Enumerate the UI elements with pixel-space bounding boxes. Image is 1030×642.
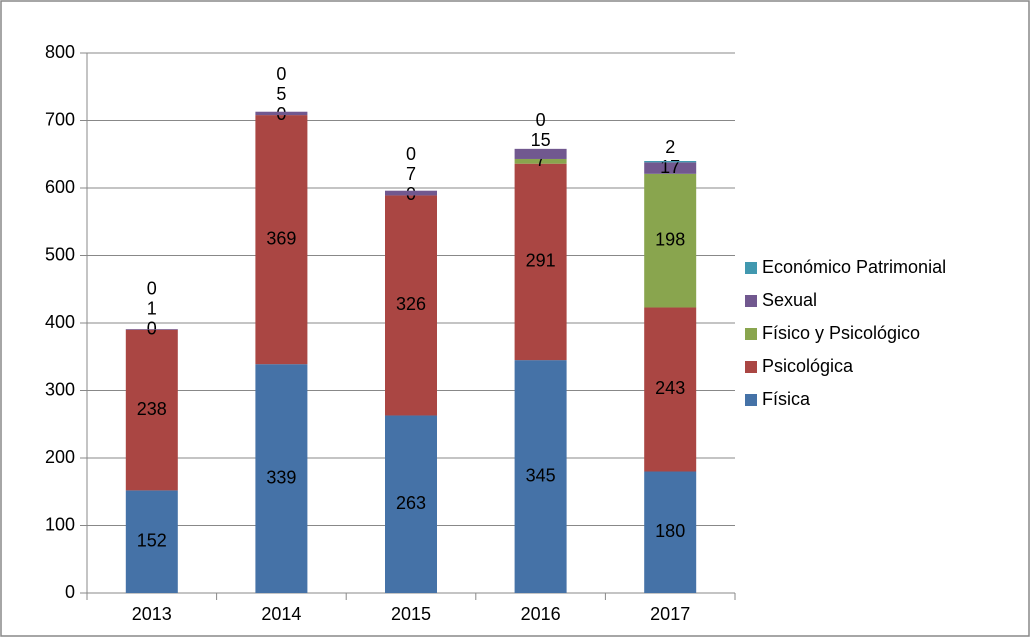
data-label: 0	[147, 279, 157, 299]
data-label: 152	[137, 530, 167, 550]
data-label: 17	[660, 157, 680, 177]
legend-label: Físico y Psicológico	[762, 323, 920, 343]
y-tick-label: 0	[65, 582, 75, 602]
legend-swatch	[745, 394, 757, 406]
legend-swatch	[745, 262, 757, 274]
data-label: 345	[526, 465, 556, 485]
legend-swatch	[745, 328, 757, 340]
data-label: 238	[137, 399, 167, 419]
bar-segment	[255, 364, 308, 593]
bar-segment	[385, 415, 437, 593]
y-tick-label: 600	[45, 177, 75, 197]
y-tick-label: 400	[45, 312, 75, 332]
data-label: 7	[536, 150, 546, 170]
bar-segment	[255, 115, 308, 365]
bar-segment	[514, 148, 567, 159]
bar-segment	[644, 173, 697, 308]
x-tick-label: 2016	[521, 604, 561, 624]
data-label: 0	[536, 110, 546, 130]
bar-segment	[514, 163, 567, 361]
data-label: 2	[665, 137, 675, 157]
data-label: 243	[655, 378, 685, 398]
y-tick-label: 800	[45, 42, 75, 62]
data-label: 326	[396, 294, 426, 314]
x-tick-label: 2013	[132, 604, 172, 624]
data-label: 263	[396, 493, 426, 513]
x-tick-label: 2014	[261, 604, 301, 624]
legend-label: Sexual	[762, 290, 817, 310]
bar-segment	[644, 471, 697, 593]
bar-segment	[514, 158, 567, 164]
x-tick-label: 2015	[391, 604, 431, 624]
bar-segment	[125, 329, 178, 330]
bar-segment	[255, 111, 308, 116]
data-label: 15	[531, 130, 551, 150]
y-tick-label: 500	[45, 244, 75, 264]
legend-label: Económico Patrimonial	[762, 257, 946, 277]
bar-segment	[644, 162, 697, 174]
data-label: 0	[147, 319, 157, 339]
y-tick-label: 100	[45, 514, 75, 534]
data-label: 0	[276, 64, 286, 84]
data-label: 1	[147, 299, 157, 319]
data-label: 0	[406, 144, 416, 164]
x-tick-label: 2017	[650, 604, 690, 624]
bar-segment	[125, 329, 178, 491]
bar-segment	[385, 195, 437, 416]
legend-label: Física	[762, 389, 811, 409]
legend-label: Psicológica	[762, 356, 854, 376]
data-label: 5	[276, 84, 286, 104]
bar-segment	[644, 161, 697, 163]
data-label: 180	[655, 521, 685, 541]
data-label: 339	[266, 467, 296, 487]
y-tick-label: 300	[45, 379, 75, 399]
data-label: 291	[526, 251, 556, 271]
bar-segment	[514, 360, 567, 593]
bar-segment	[385, 190, 437, 196]
legend-swatch	[745, 295, 757, 307]
data-label: 7	[406, 164, 416, 184]
data-label: 369	[266, 228, 296, 248]
bar-segment	[644, 307, 697, 472]
y-tick-label: 700	[45, 109, 75, 129]
bar-segment	[125, 490, 178, 593]
data-label: 198	[655, 229, 685, 249]
legend-swatch	[745, 361, 757, 373]
y-tick-label: 200	[45, 447, 75, 467]
